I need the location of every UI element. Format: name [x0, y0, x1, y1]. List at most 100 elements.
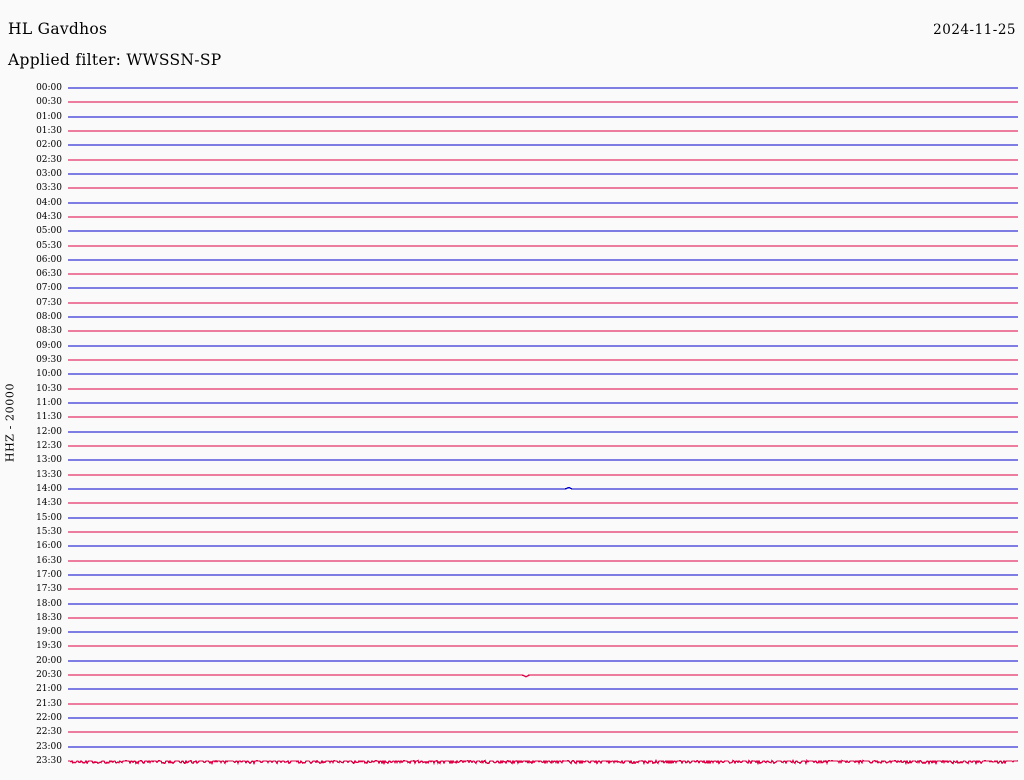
trace-time-label: 21:00	[36, 684, 62, 695]
plot-date-label: 2024-11-25	[933, 22, 1016, 38]
trace-row: 18:00	[0, 598, 1024, 612]
trace-time-label: 16:30	[36, 555, 62, 566]
trace-waveform	[68, 397, 1018, 411]
trace-row: 10:00	[0, 368, 1024, 382]
chart-header: HL Gavdhos Applied filter: WWSSN-SP 2024…	[0, 0, 1024, 80]
trace-waveform	[68, 297, 1018, 311]
trace-row: 16:00	[0, 540, 1024, 554]
trace-waveform	[68, 154, 1018, 168]
trace-time-label: 00:00	[36, 83, 62, 93]
trace-waveform	[68, 712, 1018, 726]
trace-row: 22:30	[0, 726, 1024, 740]
trace-waveform	[68, 683, 1018, 697]
trace-time-label: 01:30	[36, 125, 62, 136]
trace-waveform	[68, 726, 1018, 740]
trace-time-label: 07:00	[36, 283, 62, 294]
trace-time-label: 15:00	[36, 512, 62, 523]
trace-row: 18:30	[0, 612, 1024, 626]
trace-time-label: 13:30	[36, 469, 62, 480]
trace-time-label: 13:00	[36, 455, 62, 466]
trace-waveform	[68, 197, 1018, 211]
trace-row: 10:30	[0, 383, 1024, 397]
trace-time-label: 19:00	[36, 627, 62, 638]
trace-row: 09:00	[0, 340, 1024, 354]
trace-row: 00:00	[0, 82, 1024, 96]
trace-row: 04:00	[0, 197, 1024, 211]
trace-time-label: 02:00	[36, 140, 62, 151]
trace-row: 12:00	[0, 426, 1024, 440]
trace-row: 08:00	[0, 311, 1024, 325]
trace-waveform	[68, 311, 1018, 325]
trace-row: 11:30	[0, 411, 1024, 425]
trace-time-label: 12:30	[36, 441, 62, 451]
trace-waveform	[68, 469, 1018, 483]
trace-waveform	[68, 483, 1018, 497]
trace-time-label: 04:30	[36, 211, 62, 222]
trace-row: 01:30	[0, 125, 1024, 139]
trace-time-label: 11:30	[36, 412, 62, 423]
trace-row: 14:30	[0, 497, 1024, 511]
trace-time-label: 22:00	[36, 713, 62, 724]
trace-time-label: 04:00	[36, 197, 62, 208]
trace-row: 13:00	[0, 454, 1024, 468]
trace-waveform	[68, 426, 1018, 440]
trace-row: 17:30	[0, 583, 1024, 597]
trace-row: 23:00	[0, 741, 1024, 755]
trace-row: 02:30	[0, 154, 1024, 168]
trace-time-label: 08:30	[36, 326, 62, 337]
trace-time-label: 17:30	[36, 584, 62, 595]
trace-row: 19:00	[0, 626, 1024, 640]
trace-waveform	[68, 440, 1018, 454]
trace-waveform	[68, 168, 1018, 182]
trace-row: 09:30	[0, 354, 1024, 368]
trace-waveform	[68, 555, 1018, 569]
trace-time-label: 02:30	[36, 154, 62, 165]
trace-waveform	[68, 125, 1018, 139]
trace-waveform	[68, 325, 1018, 339]
trace-waveform	[68, 540, 1018, 554]
trace-waveform	[68, 741, 1018, 755]
trace-waveform	[68, 383, 1018, 397]
trace-row: 07:00	[0, 282, 1024, 296]
trace-time-label: 10:00	[36, 369, 62, 380]
trace-time-label: 01:00	[36, 111, 62, 122]
trace-time-label: 03:30	[36, 183, 62, 194]
trace-row: 02:00	[0, 139, 1024, 153]
trace-time-label: 17:00	[36, 569, 62, 580]
trace-row: 22:00	[0, 712, 1024, 726]
trace-waveform	[68, 139, 1018, 153]
trace-time-label: 00:30	[36, 97, 62, 108]
trace-row: 01:00	[0, 111, 1024, 125]
trace-waveform	[68, 698, 1018, 712]
trace-waveform	[68, 655, 1018, 669]
trace-time-label: 19:30	[36, 641, 62, 652]
trace-waveform	[68, 340, 1018, 354]
trace-waveform	[68, 225, 1018, 239]
trace-time-label: 05:30	[36, 240, 62, 251]
trace-time-label: 14:30	[36, 498, 62, 509]
trace-row: 12:30	[0, 440, 1024, 454]
trace-waveform	[68, 454, 1018, 468]
trace-waveform	[68, 640, 1018, 654]
trace-time-label: 23:30	[36, 756, 62, 767]
trace-row: 11:00	[0, 397, 1024, 411]
applied-filter-label: Applied filter: WWSSN-SP	[8, 51, 222, 69]
trace-time-label: 09:00	[36, 340, 62, 351]
trace-time-label: 05:00	[36, 226, 62, 237]
trace-time-label: 08:00	[36, 312, 62, 323]
trace-row: 00:30	[0, 96, 1024, 110]
trace-waveform	[68, 354, 1018, 368]
trace-waveform	[68, 583, 1018, 597]
trace-waveform	[68, 268, 1018, 282]
trace-waveform	[68, 512, 1018, 526]
trace-waveform	[68, 211, 1018, 225]
trace-waveform	[68, 755, 1019, 769]
trace-row: 03:30	[0, 182, 1024, 196]
trace-row: 21:00	[0, 683, 1024, 697]
trace-waveform	[68, 669, 1018, 683]
trace-time-label: 18:30	[36, 612, 62, 623]
trace-row: 20:00	[0, 655, 1024, 669]
trace-row: 23:30	[0, 755, 1024, 769]
trace-row: 06:30	[0, 268, 1024, 282]
trace-row: 05:30	[0, 240, 1024, 254]
